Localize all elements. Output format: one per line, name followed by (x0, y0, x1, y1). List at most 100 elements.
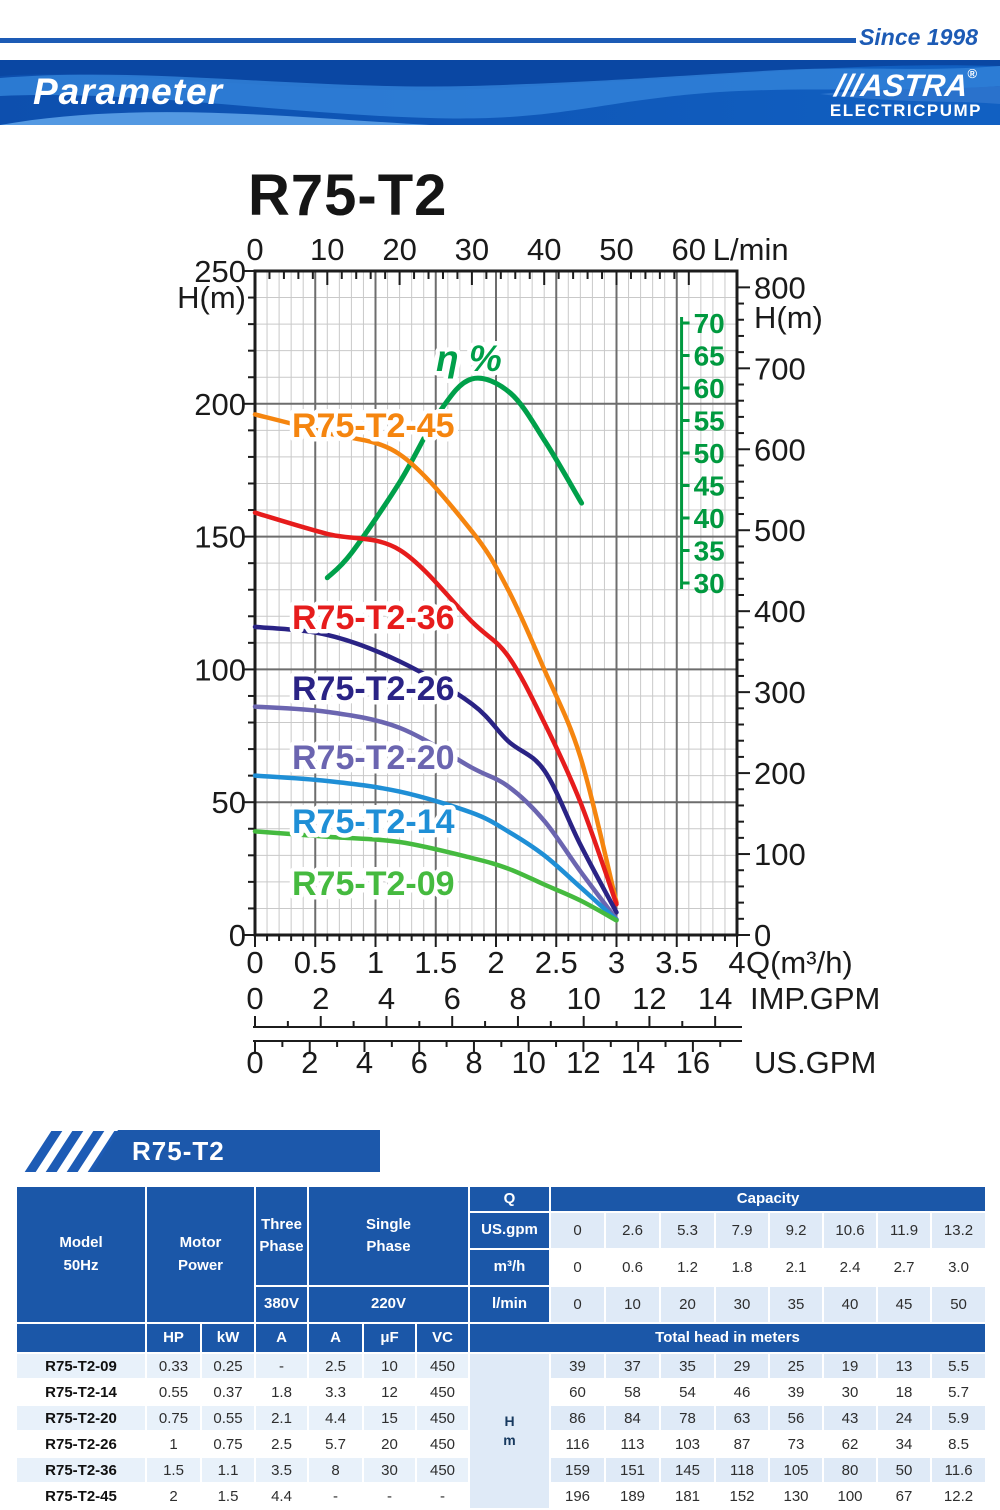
axis-left-labels: 250 200 150 100 50 0 H(m) (177, 254, 246, 953)
voltage-380: 380V (254, 1285, 310, 1324)
col-header-unit-HP: HP (145, 1322, 202, 1354)
capacity-unit-US.gpm: US.gpm (468, 1211, 552, 1250)
svg-text:250: 250 (194, 254, 246, 289)
svg-text:100: 100 (194, 652, 246, 687)
col-header-unit-kW: kW (199, 1322, 257, 1354)
efficiency-label: η % (436, 338, 502, 379)
spec-value: 8 (307, 1456, 365, 1484)
section-tag-label: R75-T2 (132, 1136, 225, 1166)
col-header-total-head: Total head in meters (468, 1322, 988, 1354)
spec-value: 1 (145, 1430, 202, 1458)
svg-text:3.5: 3.5 (655, 945, 698, 980)
col-header-unit-A: A (307, 1322, 365, 1354)
spec-value: 2.5 (254, 1430, 310, 1458)
head-value: 46 (714, 1378, 771, 1406)
spec-value: 30 (362, 1456, 418, 1484)
head-value: 196 (549, 1482, 607, 1510)
svg-text:0.5: 0.5 (294, 945, 337, 980)
svg-text:300: 300 (754, 675, 806, 710)
head-value: 30 (822, 1378, 879, 1406)
head-value: 60 (549, 1378, 607, 1406)
spec-value: 0.75 (145, 1404, 202, 1432)
capacity-value: 5.3 (659, 1211, 717, 1250)
header-banner: Parameter ///ASTRA® ELECTRICPUMP (0, 60, 1000, 125)
head-value: 5.9 (930, 1404, 988, 1432)
spec-value: - (254, 1352, 310, 1380)
head-value: 35 (659, 1352, 717, 1380)
svg-text:4: 4 (356, 1045, 373, 1080)
capacity-value: 10 (604, 1285, 662, 1324)
voltage-220: 220V (307, 1285, 471, 1324)
head-value: 62 (822, 1430, 879, 1458)
section-tag: R75-T2 (92, 1130, 380, 1172)
head-value: 159 (549, 1456, 607, 1484)
model-name: R75-T2-45 (15, 1482, 147, 1510)
svg-text:55: 55 (694, 406, 725, 437)
svg-text:200: 200 (754, 756, 806, 791)
grid-minor (255, 271, 737, 935)
curve-R75-T2-45 (252, 412, 619, 905)
head-value: 18 (876, 1378, 933, 1406)
model-name: R75-T2-26 (15, 1430, 147, 1458)
axis-us-unit: US.GPM (754, 1045, 876, 1080)
curve-R75-T2-36 (252, 510, 619, 907)
head-unit-cell: H m (468, 1352, 552, 1510)
axis-imp-unit: IMP.GPM (750, 981, 880, 1016)
head-value: 152 (714, 1482, 771, 1510)
spec-value: 450 (415, 1404, 471, 1432)
spec-value: 0.75 (199, 1430, 257, 1458)
svg-text:1: 1 (367, 945, 384, 980)
svg-text:10: 10 (511, 1045, 545, 1080)
svg-text:0: 0 (246, 232, 263, 267)
axis-right-labels: 800 700 600 500 400 300 200 100 0 H(m) (754, 270, 823, 953)
head-value: 80 (822, 1456, 879, 1484)
svg-text:2: 2 (301, 1045, 318, 1080)
model-name: R75-T2-14 (15, 1378, 147, 1406)
capacity-value: 3.0 (930, 1248, 988, 1287)
axis-right-unit: H(m) (754, 300, 823, 335)
svg-text:40: 40 (694, 503, 725, 534)
capacity-value: 9.2 (768, 1211, 825, 1250)
head-value: 54 (659, 1378, 717, 1406)
capacity-value: 0 (549, 1248, 607, 1287)
svg-text:14: 14 (698, 981, 732, 1016)
svg-text:700: 700 (754, 351, 806, 386)
head-value: 25 (768, 1352, 825, 1380)
head-value: 103 (659, 1430, 717, 1458)
svg-text:30: 30 (455, 232, 489, 267)
capacity-value: 50 (930, 1285, 988, 1324)
curve-R75-T2-26 (252, 624, 619, 915)
axis-bottom-unit: Q(m³/h) (746, 945, 853, 980)
svg-text:0: 0 (246, 1045, 263, 1080)
head-value: 11.6 (930, 1456, 988, 1484)
capacity-value: 1.2 (659, 1248, 717, 1287)
spec-value: 4.4 (254, 1482, 310, 1510)
head-value: 39 (768, 1378, 825, 1406)
svg-text:600: 600 (754, 432, 806, 467)
head-value: 67 (876, 1482, 933, 1510)
grid-major (255, 271, 737, 935)
col-header-blank (15, 1322, 147, 1354)
capacity-value: 11.9 (876, 1211, 933, 1250)
axis-us-gpm: 0 2 4 6 8 10 12 14 16 US.GPM (246, 1040, 876, 1080)
capacity-value: 1.8 (714, 1248, 771, 1287)
spec-value: 0.33 (145, 1352, 202, 1380)
head-value: 189 (604, 1482, 662, 1510)
capacity-value: 2.1 (768, 1248, 825, 1287)
svg-text:10: 10 (310, 232, 344, 267)
head-value: 84 (604, 1404, 662, 1432)
head-value: 43 (822, 1404, 879, 1432)
svg-text:0: 0 (246, 945, 263, 980)
head-value: 19 (822, 1352, 879, 1380)
head-value: 151 (604, 1456, 662, 1484)
head-value: 12.2 (930, 1482, 988, 1510)
col-header-unit-μF: μF (362, 1322, 418, 1354)
spec-value: 3.3 (307, 1378, 365, 1406)
spec-value: 450 (415, 1378, 471, 1406)
spec-value: 2 (145, 1482, 202, 1510)
spec-value: 2.1 (254, 1404, 310, 1432)
spec-value: 1.1 (199, 1456, 257, 1484)
head-value: 86 (549, 1404, 607, 1432)
head-value: 63 (714, 1404, 771, 1432)
